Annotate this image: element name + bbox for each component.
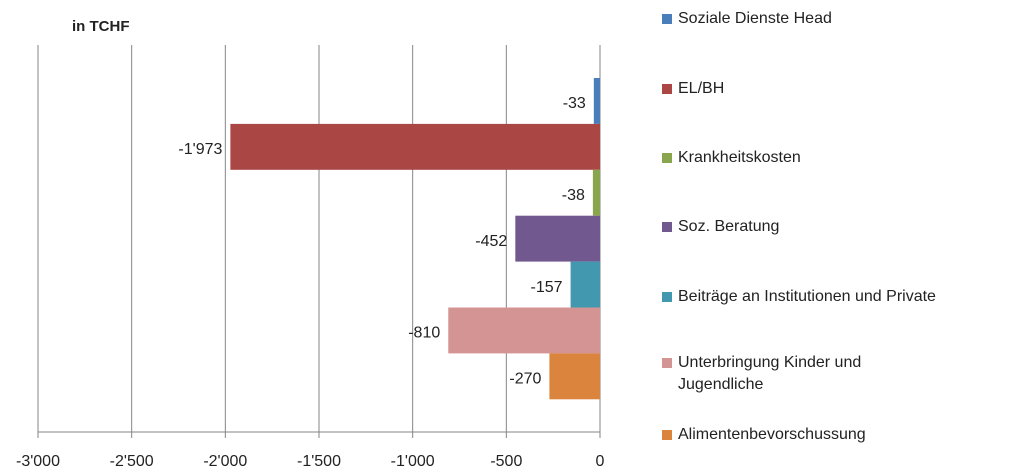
legend-label: Soz. Beratung bbox=[678, 218, 780, 235]
data-label: -1'973 bbox=[178, 141, 222, 158]
data-label: -452 bbox=[475, 233, 507, 250]
legend-label: Soziale Dienste Head bbox=[678, 10, 832, 27]
x-tick-label: -500 bbox=[490, 453, 522, 470]
legend-swatch bbox=[662, 84, 672, 94]
legend-label: Unterbringung Kinder und Jugendliche bbox=[678, 354, 862, 393]
legend-label: Alimentenbevorschussung bbox=[678, 426, 866, 443]
chart-title: in TCHF bbox=[72, 18, 130, 35]
data-label: -38 bbox=[562, 187, 585, 204]
legend-label: Beiträge an Institutionen und Private bbox=[678, 288, 936, 305]
legend-swatch bbox=[662, 358, 672, 368]
bar bbox=[549, 353, 600, 400]
chart: in TCHF -3'000 -2'500 -2'000 -1'500 -1'000 -5… bbox=[16, 18, 605, 470]
x-tick-label: -3'000 bbox=[16, 453, 60, 470]
data-label: -270 bbox=[509, 371, 541, 388]
legend-swatch bbox=[662, 153, 672, 163]
bar bbox=[448, 307, 600, 354]
legend-item: Unterbringung Kinder und Jugendliche bbox=[662, 352, 928, 396]
bar bbox=[230, 123, 600, 170]
legend-swatch bbox=[662, 222, 672, 232]
x-tick-label: -2'500 bbox=[110, 453, 154, 470]
legend-item: Beiträge an Institutionen und Private bbox=[662, 286, 936, 308]
legend-swatch bbox=[662, 14, 672, 24]
legend-item: EL/BH bbox=[662, 78, 724, 100]
legend-item: Soz. Beratung bbox=[662, 216, 779, 238]
bar bbox=[593, 78, 600, 124]
legend-swatch bbox=[662, 292, 672, 302]
legend-label: EL/BH bbox=[678, 80, 725, 97]
legend-item: Krankheitskosten bbox=[662, 147, 801, 169]
x-tick-label: 0 bbox=[596, 453, 605, 470]
bar bbox=[515, 215, 600, 262]
x-tick-label: -1'000 bbox=[391, 453, 435, 470]
bar bbox=[592, 169, 600, 216]
x-tick-label: -2'000 bbox=[203, 453, 247, 470]
legend-item: Soziale Dienste Head bbox=[662, 8, 832, 30]
data-label: -810 bbox=[408, 325, 440, 342]
data-label: -157 bbox=[531, 279, 563, 296]
bar bbox=[570, 261, 600, 308]
data-label: -33 bbox=[563, 95, 586, 112]
legend-item: Alimentenbevorschussung bbox=[662, 424, 866, 446]
legend-swatch bbox=[662, 430, 672, 440]
legend-label: Krankheitskosten bbox=[678, 149, 801, 166]
x-tick-label: -1'500 bbox=[297, 453, 341, 470]
